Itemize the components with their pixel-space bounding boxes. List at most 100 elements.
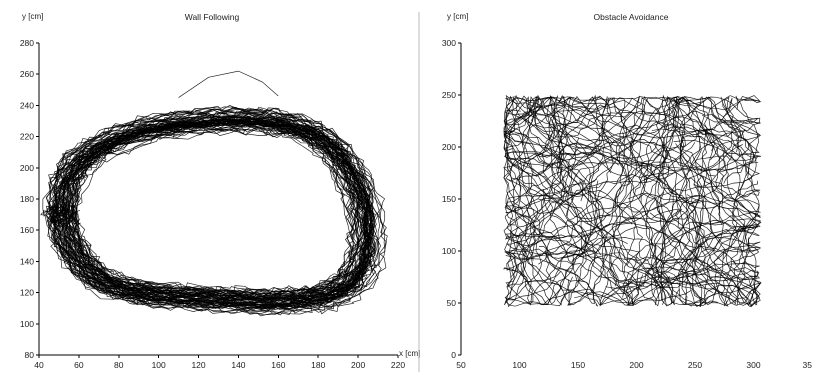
wall-following-trace — [70, 119, 373, 303]
left-y-tick-label: 140 — [20, 256, 34, 266]
obstacle-avoidance-trace — [558, 94, 761, 305]
obstacle-avoidance-trace — [504, 95, 761, 259]
obstacle-avoidance-trace — [541, 97, 637, 274]
obstacle-avoidance-trace — [661, 96, 740, 305]
obstacle-avoidance-trace — [504, 95, 703, 224]
right-y-tick-label: 200 — [442, 142, 456, 152]
obstacle-avoidance-trace — [638, 96, 756, 306]
left-x-tick-label: 220 — [391, 360, 405, 370]
obstacle-avoidance-trace — [506, 94, 743, 172]
right-x-tick-label: 200 — [629, 360, 643, 370]
left-y-tick-label: 80 — [25, 350, 35, 360]
right-x-tick-label: 100 — [512, 360, 526, 370]
left-y-tick-label: 100 — [20, 319, 34, 329]
right-y-tick-label: 250 — [442, 90, 456, 100]
obstacle-avoidance-trace — [510, 97, 646, 278]
obstacle-avoidance-trace — [509, 94, 614, 305]
left-x-tick-label: 60 — [74, 360, 84, 370]
obstacle-avoidance-trace — [504, 96, 761, 178]
wall-following-trace — [49, 117, 369, 308]
wall-following-trace — [62, 119, 357, 298]
obstacle-avoidance-panel: y [cm] Obstacle Avoidance 05010015020025… — [442, 12, 812, 370]
left-y-tick-label: 260 — [20, 69, 34, 79]
obstacle-avoidance-trace — [615, 195, 761, 308]
obstacle-avoidance-trace — [505, 96, 596, 306]
obstacle-avoidance-trace — [503, 130, 608, 306]
obstacle-avoidance-trace — [503, 95, 610, 283]
right-x-tick-label: 300 — [746, 360, 760, 370]
obstacle-avoidance-trace — [506, 95, 573, 306]
left-x-tick-label: 200 — [351, 360, 365, 370]
obstacle-avoidance-trace — [626, 97, 760, 266]
obstacle-avoidance-trace — [644, 94, 760, 272]
left-y-axis-label: y [cm] — [22, 12, 43, 21]
right-y-tick-label: 150 — [442, 194, 456, 204]
obstacle-avoidance-trace — [537, 97, 714, 294]
right-y-tick-label: 100 — [442, 246, 456, 256]
obstacle-avoidance-trace — [685, 95, 762, 307]
right-y-tick-label: 300 — [442, 38, 456, 48]
left-y-tick-label: 220 — [20, 132, 34, 142]
left-chart-title: Wall Following — [185, 12, 240, 22]
left-x-tick-label: 80 — [114, 360, 124, 370]
right-y-axis-label: y [cm] — [447, 12, 468, 21]
obstacle-avoidance-trace — [664, 96, 762, 213]
obstacle-avoidance-trace — [594, 180, 762, 306]
obstacle-avoidance-trace — [520, 95, 579, 306]
obstacle-avoidance-trace — [654, 144, 761, 306]
obstacle-avoidance-trace — [657, 143, 760, 307]
obstacle-avoidance-trace — [503, 95, 612, 246]
left-x-tick-label: 160 — [271, 360, 285, 370]
obstacle-avoidance-trace — [503, 97, 716, 261]
obstacle-avoidance-trace — [535, 221, 717, 306]
obstacle-avoidance-trace — [507, 95, 723, 254]
right-x-tick-label: 50 — [456, 360, 466, 370]
obstacle-avoidance-trace — [505, 94, 676, 178]
obstacle-avoidance-trace — [646, 96, 758, 306]
obstacle-avoidance-trace — [506, 128, 746, 223]
right-chart-title: Obstacle Avoidance — [594, 12, 669, 22]
wall-following-trace — [60, 114, 360, 295]
obstacle-avoidance-trace — [622, 95, 699, 298]
left-y-tick-label: 280 — [20, 38, 34, 48]
obstacle-avoidance-trace — [570, 104, 761, 201]
left-traces — [40, 70, 388, 317]
obstacle-avoidance-trace — [505, 155, 759, 305]
obstacle-avoidance-trace — [629, 208, 762, 307]
obstacle-avoidance-trace — [506, 226, 761, 308]
obstacle-avoidance-trace — [504, 180, 641, 305]
obstacle-avoidance-trace — [577, 96, 667, 287]
right-y-tick-label: 50 — [447, 298, 457, 308]
wall-following-trace — [48, 113, 370, 306]
wall-following-trace — [70, 115, 375, 301]
wall-following-panel: y [cm] Wall Following 80 100 120 140 160 180 2… — [20, 12, 421, 370]
obstacle-avoidance-trace — [504, 137, 692, 307]
obstacle-avoidance-trace — [503, 96, 571, 306]
obstacle-avoidance-trace — [521, 143, 698, 281]
right-x-tick-label: 35 — [803, 360, 813, 370]
left-ticks: 80 100 120 140 160 180 200 220 240 260 280 40 60 80 10… — [20, 38, 406, 370]
obstacle-avoidance-trace — [503, 97, 612, 307]
left-x-tick-label: 140 — [231, 360, 245, 370]
wall-following-trace — [45, 106, 374, 303]
left-x-tick-label: 180 — [311, 360, 325, 370]
left-x-tick-label: 120 — [191, 360, 205, 370]
wall-following-trace — [54, 120, 354, 299]
obstacle-avoidance-trace — [508, 162, 760, 305]
obstacle-avoidance-trace — [599, 130, 760, 307]
obstacle-avoidance-trace — [558, 96, 702, 308]
right-y-tick-label: 0 — [451, 350, 456, 360]
left-y-tick-label: 120 — [20, 288, 34, 298]
left-y-tick-label: 200 — [20, 163, 34, 173]
left-x-tick-label: 40 — [34, 360, 44, 370]
obstacle-avoidance-trace — [623, 258, 760, 308]
left-y-tick-label: 180 — [20, 194, 34, 204]
obstacle-avoidance-trace — [636, 97, 762, 279]
left-x-axis-label: x [cm] — [399, 349, 420, 358]
obstacle-avoidance-trace — [505, 189, 761, 260]
right-traces — [503, 94, 762, 308]
obstacle-avoidance-trace — [560, 110, 761, 259]
left-y-tick-label: 240 — [20, 100, 34, 110]
wall-following-trace — [54, 121, 363, 305]
